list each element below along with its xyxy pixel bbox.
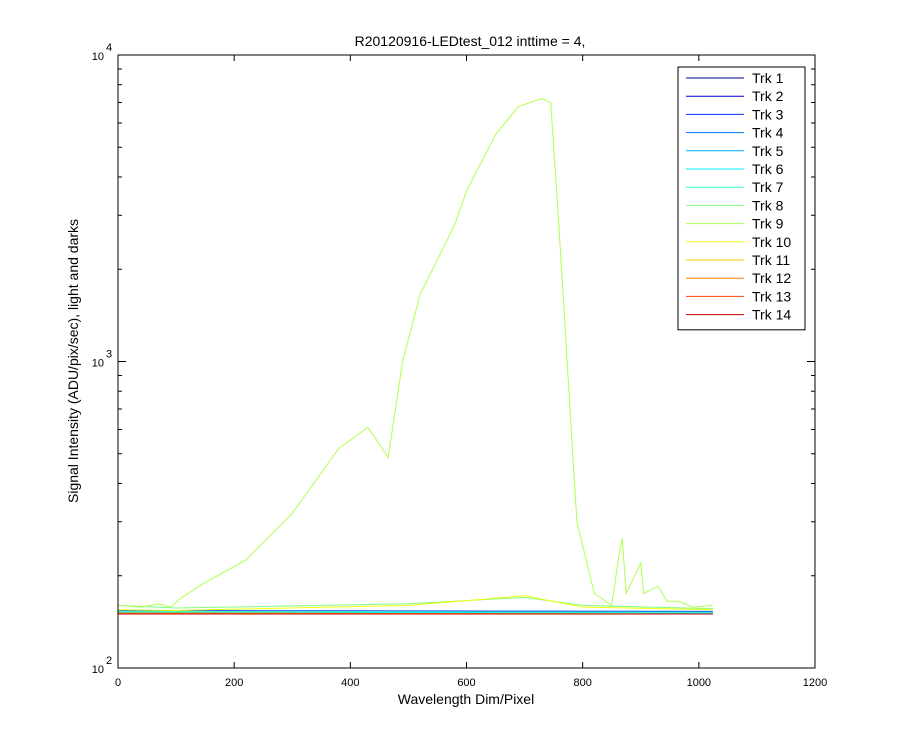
legend-label: Trk 12 bbox=[752, 270, 791, 286]
x-tick-label: 400 bbox=[341, 677, 359, 689]
x-tick-label: 200 bbox=[225, 677, 243, 689]
legend-label: Trk 13 bbox=[752, 288, 791, 304]
legend-label: Trk 6 bbox=[752, 161, 784, 177]
legend-label: Trk 14 bbox=[752, 307, 791, 323]
legend-label: Trk 10 bbox=[752, 234, 791, 250]
y-axis-label: Signal Intensity (ADU/pix/sec), light an… bbox=[65, 219, 81, 503]
legend-entry: Trk 5 bbox=[686, 143, 784, 159]
legend-label: Trk 1 bbox=[752, 70, 784, 86]
legend-entry: Trk 11 bbox=[686, 252, 790, 268]
legend-entry: Trk 8 bbox=[686, 197, 784, 213]
x-tick-label: 0 bbox=[115, 677, 121, 689]
legend-label: Trk 2 bbox=[752, 88, 784, 104]
legend-entry: Trk 14 bbox=[686, 307, 791, 323]
legend-label: Trk 9 bbox=[752, 216, 784, 232]
legend: Trk 1 Trk 2 Trk 3 Trk 4 Trk 5 Trk 6 Trk 7 Trk 8… bbox=[677, 66, 806, 331]
legend-entry: Trk 10 bbox=[686, 234, 791, 250]
legend-box bbox=[677, 66, 806, 331]
x-tick-label: 1200 bbox=[803, 677, 827, 689]
legend-entry: Trk 13 bbox=[686, 288, 791, 304]
legend-entry: Trk 2 bbox=[686, 88, 784, 104]
y-tick-label-exponent: 4 bbox=[106, 42, 112, 54]
chart-title: R20120916-LEDtest_012 inttime = 4, bbox=[355, 33, 586, 49]
legend-entry: Trk 12 bbox=[686, 270, 791, 286]
series-line-trk-10 bbox=[117, 595, 713, 612]
legend-label: Trk 11 bbox=[752, 252, 790, 268]
legend-label: Trk 3 bbox=[752, 106, 784, 122]
y-tick-label-exponent: 2 bbox=[106, 655, 112, 667]
y-tick-label-base: 10 bbox=[92, 664, 104, 676]
legend-entry: Trk 1 bbox=[686, 70, 784, 86]
legend-entry: Trk 3 bbox=[686, 106, 784, 122]
series-line-trk-7 bbox=[117, 610, 713, 613]
legend-label: Trk 5 bbox=[752, 143, 784, 159]
y-tick-label: 104 bbox=[92, 42, 112, 63]
series-line-trk-3 bbox=[117, 610, 713, 612]
y-tick-label: 102 bbox=[92, 655, 112, 676]
x-axis-label: Wavelength Dim/Pixel bbox=[398, 691, 534, 707]
y-tick-label-base: 10 bbox=[92, 51, 104, 63]
legend-label: Trk 4 bbox=[752, 125, 784, 141]
y-tick-label-base: 10 bbox=[92, 358, 104, 370]
series-line-trk-6 bbox=[117, 611, 713, 614]
series-layer bbox=[117, 98, 713, 615]
y-tick-label: 103 bbox=[92, 349, 112, 370]
legend-entry: Trk 4 bbox=[686, 125, 784, 141]
legend-entry: Trk 9 bbox=[686, 216, 784, 232]
legend-entry: Trk 7 bbox=[686, 179, 784, 195]
x-tick-label: 800 bbox=[573, 677, 591, 689]
legend-label: Trk 7 bbox=[752, 179, 784, 195]
x-tick-label: 600 bbox=[457, 677, 475, 689]
legend-entry: Trk 6 bbox=[686, 161, 784, 177]
series-line-trk-9 bbox=[117, 98, 713, 608]
x-tick-label: 1000 bbox=[687, 677, 711, 689]
legend-label: Trk 8 bbox=[752, 197, 784, 213]
y-tick-label-exponent: 3 bbox=[106, 349, 112, 361]
